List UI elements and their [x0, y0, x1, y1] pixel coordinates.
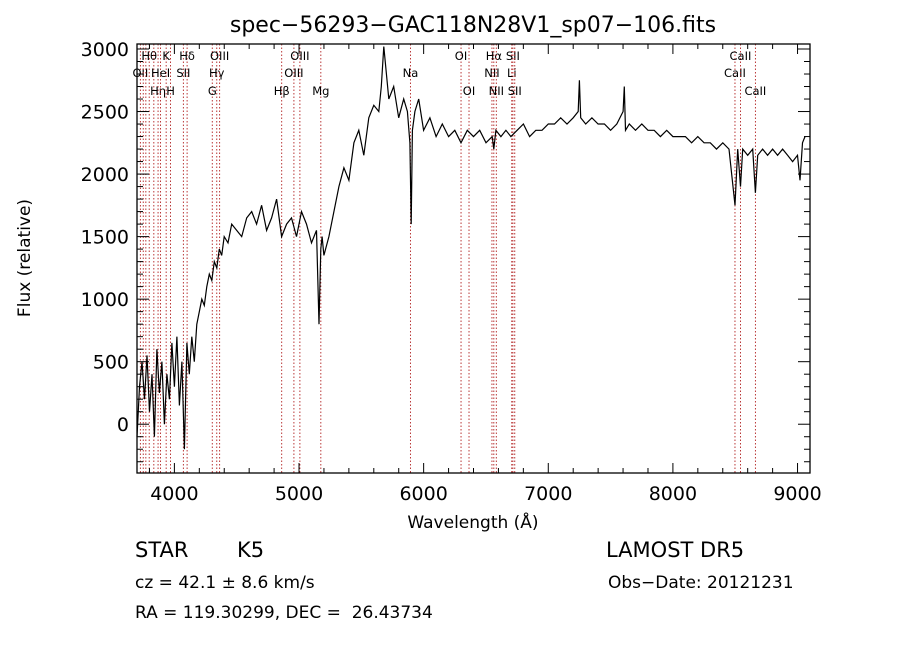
line-label: K: [162, 49, 170, 63]
x-axis-label: Wavelength (Å): [407, 511, 538, 533]
y-tick-label: 2500: [81, 102, 129, 124]
line-label: OI: [463, 84, 475, 98]
line-label: HeI: [151, 66, 170, 80]
survey-label: LAMOST DR5: [606, 538, 745, 562]
line-label: CaII: [730, 49, 752, 63]
y-tick-label: 1000: [81, 289, 129, 311]
line-label: Mg: [312, 84, 329, 98]
line-label: Li: [507, 66, 517, 80]
line-label: Hδ: [179, 49, 195, 63]
subclass: K5: [237, 538, 265, 562]
obs-date: Obs−Date: 20121231: [608, 573, 794, 593]
object-class: STAR: [135, 538, 189, 562]
line-markers: OIIHθHηHeIKHSIIHδGHγOIIIHβOIIIOIIIMgNaOI…: [132, 44, 766, 473]
y-tick-label: 1500: [81, 227, 129, 249]
redshift-text: cz = 42.1 ± 8.6 km/s: [135, 573, 315, 593]
line-label: Na: [403, 66, 419, 80]
line-label: Hη: [150, 84, 166, 98]
line-label: NII: [484, 66, 499, 80]
x-tick-label: 4000: [150, 483, 198, 505]
line-label: NII: [489, 84, 504, 98]
y-tick-label: 2000: [81, 164, 129, 186]
coordinates: RA = 119.30299, DEC = 26.43734: [135, 603, 433, 623]
plot-frame: [136, 43, 811, 474]
x-tick-label: 7000: [524, 483, 572, 505]
line-label: Hγ: [209, 66, 225, 80]
line-label: SII: [508, 84, 522, 98]
line-label: Hθ: [141, 49, 157, 63]
line-label: SII: [506, 49, 520, 63]
line-label: Hα: [486, 49, 503, 63]
x-tick-label: 6000: [399, 483, 447, 505]
line-label: OI: [455, 49, 467, 63]
line-label: Hβ: [274, 84, 290, 98]
line-label: OIII: [210, 49, 229, 63]
line-label: OIII: [284, 66, 303, 80]
line-label: SII: [176, 66, 190, 80]
axis-ticks: 4000 5000 6000 7000 8000 9000 0 500 1000 1500 2000…: [81, 39, 822, 505]
line-label: H: [166, 84, 175, 98]
y-tick-label: 3000: [81, 39, 129, 61]
x-tick-label: 8000: [649, 483, 697, 505]
chart-title: spec−56293−GAC118N28V1_sp07−106.fits: [230, 13, 716, 38]
x-tick-label: 9000: [773, 483, 821, 505]
y-axis-label: Flux (relative): [15, 199, 35, 317]
spectrum-series: [136, 46, 806, 450]
y-tick-label: 0: [117, 414, 129, 436]
line-label: CaII: [724, 66, 746, 80]
line-label: CaII: [744, 84, 766, 98]
y-tick-label: 500: [93, 352, 129, 374]
x-tick-label: 5000: [275, 483, 323, 505]
line-label: OIII: [290, 49, 309, 63]
line-label: G: [208, 84, 217, 98]
